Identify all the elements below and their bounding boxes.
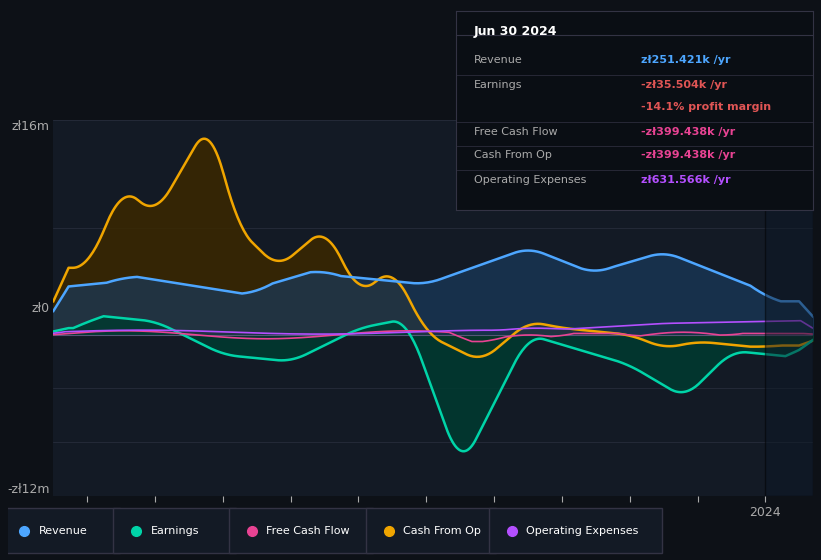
Text: -zł35.504k /yr: -zł35.504k /yr [641,80,727,90]
Text: Cash From Op: Cash From Op [403,526,481,535]
Text: zł251.421k /yr: zł251.421k /yr [641,55,731,65]
Text: Jun 30 2024: Jun 30 2024 [474,25,557,38]
Text: Free Cash Flow: Free Cash Flow [474,127,557,137]
FancyBboxPatch shape [1,508,120,553]
Text: Earnings: Earnings [150,526,199,535]
Text: Free Cash Flow: Free Cash Flow [266,526,350,535]
Text: -zł399.438k /yr: -zł399.438k /yr [641,127,736,137]
Text: Cash From Op: Cash From Op [474,151,552,160]
FancyBboxPatch shape [113,508,236,553]
FancyBboxPatch shape [366,508,496,553]
FancyBboxPatch shape [765,120,813,496]
Text: Revenue: Revenue [474,55,522,65]
Text: -14.1% profit margin: -14.1% profit margin [641,102,772,111]
Text: zł0: zł0 [31,301,49,315]
Text: zł16m: zł16m [11,120,49,133]
Text: Operating Expenses: Operating Expenses [526,526,639,535]
FancyBboxPatch shape [488,508,662,553]
Text: -zł12m: -zł12m [7,483,49,496]
Text: Revenue: Revenue [39,526,87,535]
FancyBboxPatch shape [228,508,373,553]
Text: zł631.566k /yr: zł631.566k /yr [641,175,731,185]
Text: Operating Expenses: Operating Expenses [474,175,586,185]
Text: -zł399.438k /yr: -zł399.438k /yr [641,151,736,160]
Text: Earnings: Earnings [474,80,522,90]
